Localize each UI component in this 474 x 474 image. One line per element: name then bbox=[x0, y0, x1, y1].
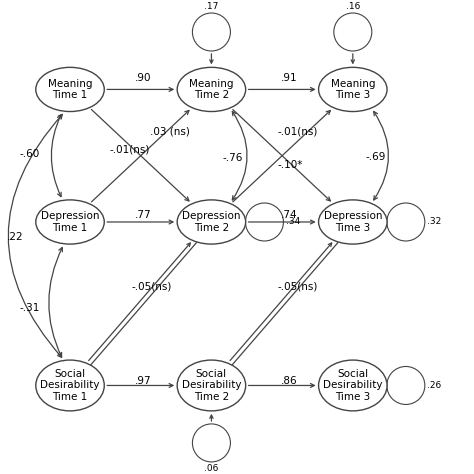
Text: .03 (ns): .03 (ns) bbox=[149, 127, 190, 137]
Circle shape bbox=[387, 366, 425, 404]
Ellipse shape bbox=[319, 200, 387, 244]
Text: Social
Desirability
Time 2: Social Desirability Time 2 bbox=[182, 369, 241, 402]
Text: -.76: -.76 bbox=[222, 153, 242, 163]
Circle shape bbox=[192, 424, 230, 462]
Text: .16: .16 bbox=[346, 2, 360, 11]
Text: .77: .77 bbox=[135, 210, 151, 220]
Text: Depression
Time 1: Depression Time 1 bbox=[41, 211, 99, 233]
Text: -.60: -.60 bbox=[19, 148, 39, 158]
Circle shape bbox=[192, 13, 230, 51]
Text: -.01(ns): -.01(ns) bbox=[277, 127, 318, 137]
Circle shape bbox=[387, 203, 425, 241]
Text: -.05(ns): -.05(ns) bbox=[277, 281, 318, 291]
Text: .26: .26 bbox=[427, 381, 441, 390]
Ellipse shape bbox=[36, 200, 104, 244]
Text: Meaning
Time 3: Meaning Time 3 bbox=[330, 79, 375, 100]
Text: .17: .17 bbox=[204, 2, 219, 11]
Ellipse shape bbox=[319, 67, 387, 111]
Text: -.10*: -.10* bbox=[277, 160, 303, 170]
Text: .86: .86 bbox=[281, 376, 297, 386]
Text: Meaning
Time 1: Meaning Time 1 bbox=[48, 79, 92, 100]
Text: Depression
Time 3: Depression Time 3 bbox=[324, 211, 382, 233]
Circle shape bbox=[246, 203, 283, 241]
Ellipse shape bbox=[177, 360, 246, 411]
Text: .74: .74 bbox=[281, 210, 297, 220]
Circle shape bbox=[334, 13, 372, 51]
Text: .90: .90 bbox=[135, 73, 151, 83]
Ellipse shape bbox=[177, 200, 246, 244]
Text: .22: .22 bbox=[7, 232, 23, 243]
Text: .32: .32 bbox=[427, 218, 441, 227]
Text: -.69: -.69 bbox=[365, 152, 386, 162]
Ellipse shape bbox=[36, 360, 104, 411]
Text: -.01(ns): -.01(ns) bbox=[109, 144, 150, 154]
Text: Social
Desirability
Time 1: Social Desirability Time 1 bbox=[40, 369, 100, 402]
Ellipse shape bbox=[319, 360, 387, 411]
Text: Depression
Time 2: Depression Time 2 bbox=[182, 211, 241, 233]
Text: -.05(ns): -.05(ns) bbox=[132, 281, 172, 291]
Text: .91: .91 bbox=[281, 73, 297, 83]
Ellipse shape bbox=[36, 67, 104, 111]
Text: .34: .34 bbox=[286, 218, 300, 227]
Text: .97: .97 bbox=[135, 376, 151, 386]
Ellipse shape bbox=[177, 67, 246, 111]
Text: .06: .06 bbox=[204, 464, 219, 473]
Text: Social
Desirability
Time 3: Social Desirability Time 3 bbox=[323, 369, 383, 402]
Text: -.31: -.31 bbox=[19, 303, 39, 313]
Text: Meaning
Time 2: Meaning Time 2 bbox=[189, 79, 234, 100]
